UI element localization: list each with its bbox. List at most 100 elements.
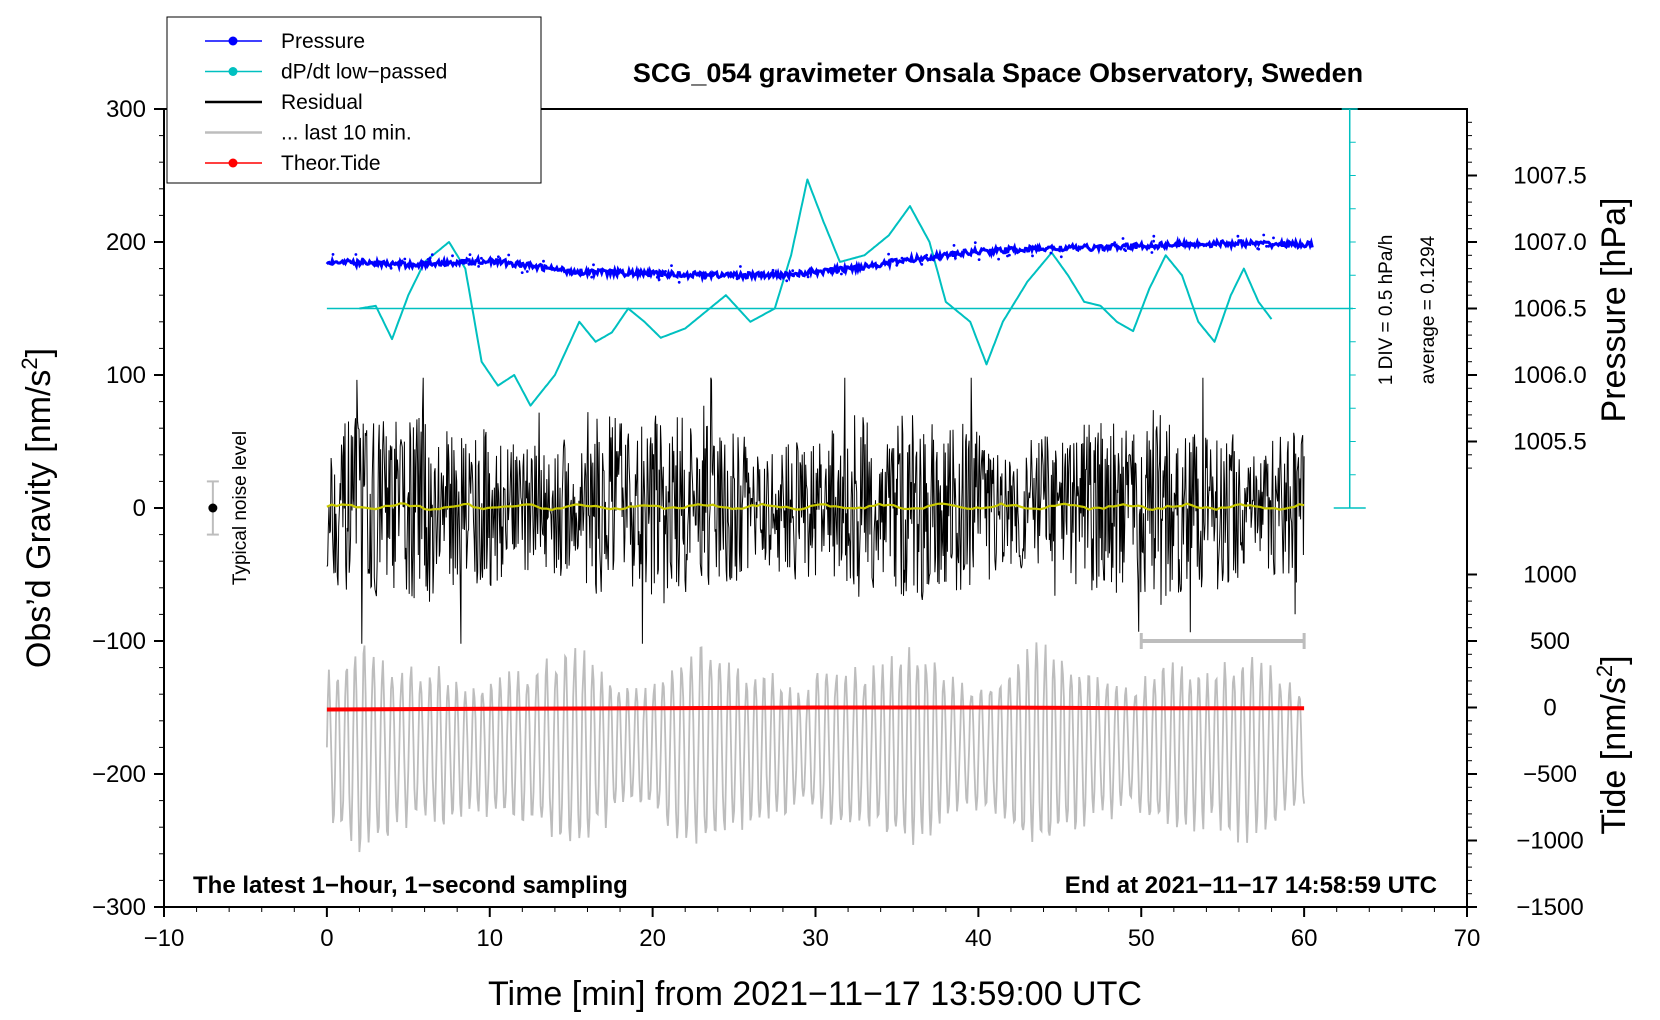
pressure-point	[895, 263, 899, 267]
tide-line	[326, 705, 1305, 712]
legend-label: ... last 10 min.	[281, 122, 412, 145]
pressure-point	[771, 272, 775, 276]
pressure-point	[952, 244, 956, 247]
pressure-point	[1262, 233, 1266, 237]
x-tick-label: 0	[320, 925, 333, 952]
x-axis-ticks: −10 0 10 20 30 40 50 60 70	[144, 907, 1481, 952]
pressure-point	[1152, 234, 1156, 238]
tide-axis-label-main: Tide [nm/s	[1595, 677, 1633, 834]
pressure-point	[735, 277, 739, 281]
pressure-tick-label: 1006.5	[1513, 296, 1586, 323]
legend-label: Residual	[281, 91, 363, 114]
pressure-point	[590, 275, 594, 279]
legend-swatch-marker	[228, 36, 238, 46]
pressure-point	[635, 272, 639, 276]
pressure-point	[791, 269, 795, 273]
tide-series	[326, 705, 1305, 712]
pressure-point	[582, 273, 585, 276]
pressure-point	[920, 263, 924, 266]
pressure-point	[887, 252, 890, 256]
pressure-point	[977, 258, 981, 261]
pressure-point	[664, 270, 667, 273]
pressure-point	[592, 263, 595, 267]
tide-tick-label: 1000	[1523, 562, 1576, 589]
pressure-point	[468, 253, 472, 256]
pressure-point	[712, 271, 715, 275]
pressure-point	[1006, 254, 1009, 258]
pressure-point	[1100, 245, 1104, 248]
pressure-point	[389, 266, 393, 270]
pressure-point	[1272, 236, 1275, 240]
gravity-tick-label: 300	[106, 96, 146, 123]
x-tick-label: 40	[965, 925, 992, 952]
x-tick-label: 70	[1454, 925, 1481, 952]
legend-label: Theor.Tide	[281, 152, 381, 175]
legend-box	[166, 16, 542, 184]
pressure-tick-label: 1007.0	[1513, 229, 1586, 256]
pressure-point	[1218, 243, 1221, 247]
pressure-tick-label: 1005.5	[1513, 429, 1586, 456]
pressure-point	[997, 257, 1000, 261]
pressure-point	[681, 274, 685, 278]
pressure-point	[480, 256, 483, 260]
pressure-point	[430, 253, 434, 256]
pressure-line	[325, 235, 1314, 284]
pressure-series	[325, 233, 1314, 284]
last10-series	[326, 642, 1305, 853]
gravity-tick-label: −300	[92, 894, 146, 921]
pressure-point	[354, 253, 358, 256]
pressure-point	[592, 269, 596, 273]
pressure-point	[760, 271, 763, 274]
x-tick-label: 60	[1291, 925, 1318, 952]
pressure-point	[721, 274, 725, 278]
pressure-point	[655, 275, 659, 279]
pressure-point	[792, 274, 795, 278]
pressure-point	[343, 262, 347, 265]
pressure-axis-ticks: 1007.5 1007.0 1006.5 1006.0 1005.5	[1467, 121, 1587, 469]
footer-left-note: The latest 1−hour, 1−second sampling	[193, 872, 628, 899]
legend-label: dP/dt low−passed	[281, 61, 447, 84]
gravity-axis-label: Obs’d Gravity [nm/s2]	[17, 348, 58, 668]
pressure-point	[1265, 244, 1268, 248]
scale-and-noise-markers	[206, 108, 1366, 649]
pressure-point	[835, 271, 839, 274]
pressure-point	[919, 256, 923, 260]
pressure-point	[703, 271, 707, 275]
pressure-point	[1257, 247, 1261, 251]
legend-swatch-marker	[228, 67, 238, 76]
pressure-point	[477, 265, 480, 268]
pressure-point	[670, 264, 673, 267]
tide-tick-label: 0	[1543, 695, 1556, 722]
gravity-tick-label: −200	[92, 761, 146, 788]
footer-right-note: End at 2021−11−17 14:58:59 UTC	[1065, 872, 1437, 899]
dpdt-series	[326, 178, 1353, 407]
tide-axis-ticks: 1000 500 0 −500 −1000 −1500	[1467, 562, 1584, 921]
gravity-axis-label-main: Obs’d Gravity [nm/s	[20, 370, 58, 669]
pressure-point	[706, 273, 710, 277]
x-tick-label: 50	[1128, 925, 1155, 952]
pressure-point	[1163, 243, 1167, 246]
pressure-point	[1113, 241, 1117, 245]
residual-mean-line	[326, 502, 1305, 512]
pressure-point	[1121, 237, 1125, 240]
tide-tick-label: −1000	[1516, 828, 1583, 855]
pressure-point	[1124, 249, 1127, 253]
pressure-point	[497, 255, 500, 259]
pressure-point	[1168, 244, 1172, 248]
pressure-point	[1295, 241, 1298, 245]
pressure-point	[1049, 251, 1053, 255]
pressure-point	[703, 276, 707, 280]
noise-bar-center	[208, 503, 218, 513]
pressure-point	[1236, 234, 1240, 238]
pressure-point	[361, 257, 364, 261]
pressure-point	[520, 271, 524, 274]
pressure-point	[657, 273, 660, 277]
legend: Pressure dP/dt low−passed Residual ... last…	[166, 16, 542, 184]
pressure-point	[542, 259, 545, 263]
gravity-axis-label-sup: 2	[17, 357, 42, 369]
pressure-point	[536, 265, 540, 268]
gravity-tick-label: −100	[92, 628, 146, 655]
gravity-axis-ticks: 300 200 100 0 −100 −200 −300	[92, 96, 164, 921]
noise-level-label: Typical noise level	[230, 431, 251, 585]
tide-tick-label: −500	[1523, 761, 1577, 788]
